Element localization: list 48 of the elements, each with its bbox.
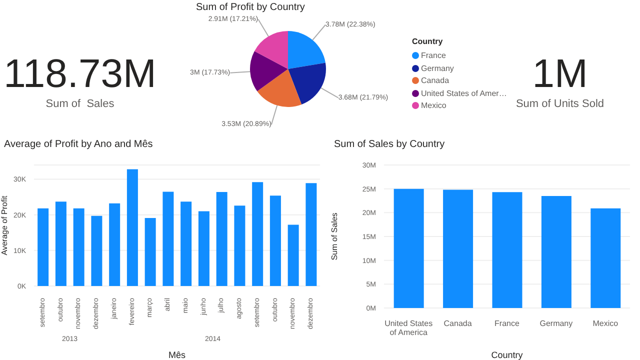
chart-title: Sum of Sales by Country bbox=[334, 139, 445, 150]
y-axis-title: Sum of Sales bbox=[330, 212, 339, 260]
legend-label: Canada bbox=[421, 76, 450, 85]
bar bbox=[91, 216, 102, 286]
x-tick-label: Germany bbox=[540, 319, 573, 328]
bar bbox=[216, 192, 228, 286]
text: Sum of Sales bbox=[44, 98, 116, 110]
y-axis-title: Average of Profit bbox=[0, 195, 9, 256]
pie-slice bbox=[250, 51, 288, 92]
pie-slice bbox=[288, 62, 326, 104]
chart-title: Sum of Profit by Country bbox=[196, 2, 305, 13]
x-tick-label: France bbox=[494, 319, 520, 328]
legend-title: Country bbox=[412, 37, 444, 46]
bar bbox=[144, 218, 156, 286]
bar bbox=[55, 202, 66, 286]
bar bbox=[541, 196, 572, 308]
bar bbox=[590, 208, 621, 308]
bar bbox=[38, 208, 49, 286]
x-axis-title: Country bbox=[491, 350, 524, 360]
pie-slice bbox=[254, 31, 288, 69]
legend-label: Germany bbox=[421, 64, 454, 72]
bar bbox=[394, 188, 424, 308]
bar bbox=[252, 182, 264, 286]
bar bbox=[234, 206, 246, 286]
text: 118.73M bbox=[2, 51, 158, 98]
x-axis-title: Mês bbox=[168, 350, 186, 360]
bar bbox=[162, 192, 174, 286]
bar bbox=[270, 196, 281, 286]
bar bbox=[109, 203, 120, 286]
x-tick-label: United States of America bbox=[384, 319, 433, 337]
bar bbox=[443, 190, 474, 308]
bar bbox=[126, 169, 138, 286]
pie-slice bbox=[288, 31, 326, 69]
text: 1M bbox=[532, 52, 588, 96]
legend-label: France bbox=[421, 51, 446, 60]
pie-slice bbox=[257, 69, 302, 107]
x-tick-label: Canada bbox=[444, 319, 472, 328]
bar bbox=[492, 192, 522, 308]
bar bbox=[73, 208, 84, 286]
bar bbox=[288, 224, 299, 286]
bar bbox=[306, 183, 317, 286]
legend-label: Mexico bbox=[421, 101, 446, 110]
text: Sum of Units Sold bbox=[514, 98, 606, 110]
legend-label: United States of Amer… bbox=[421, 88, 507, 98]
x-tick-label: Mexico bbox=[592, 319, 619, 328]
bar bbox=[180, 202, 192, 286]
chart-title: Average of Profit by Ano and Mês bbox=[4, 139, 153, 150]
bar bbox=[198, 211, 210, 286]
